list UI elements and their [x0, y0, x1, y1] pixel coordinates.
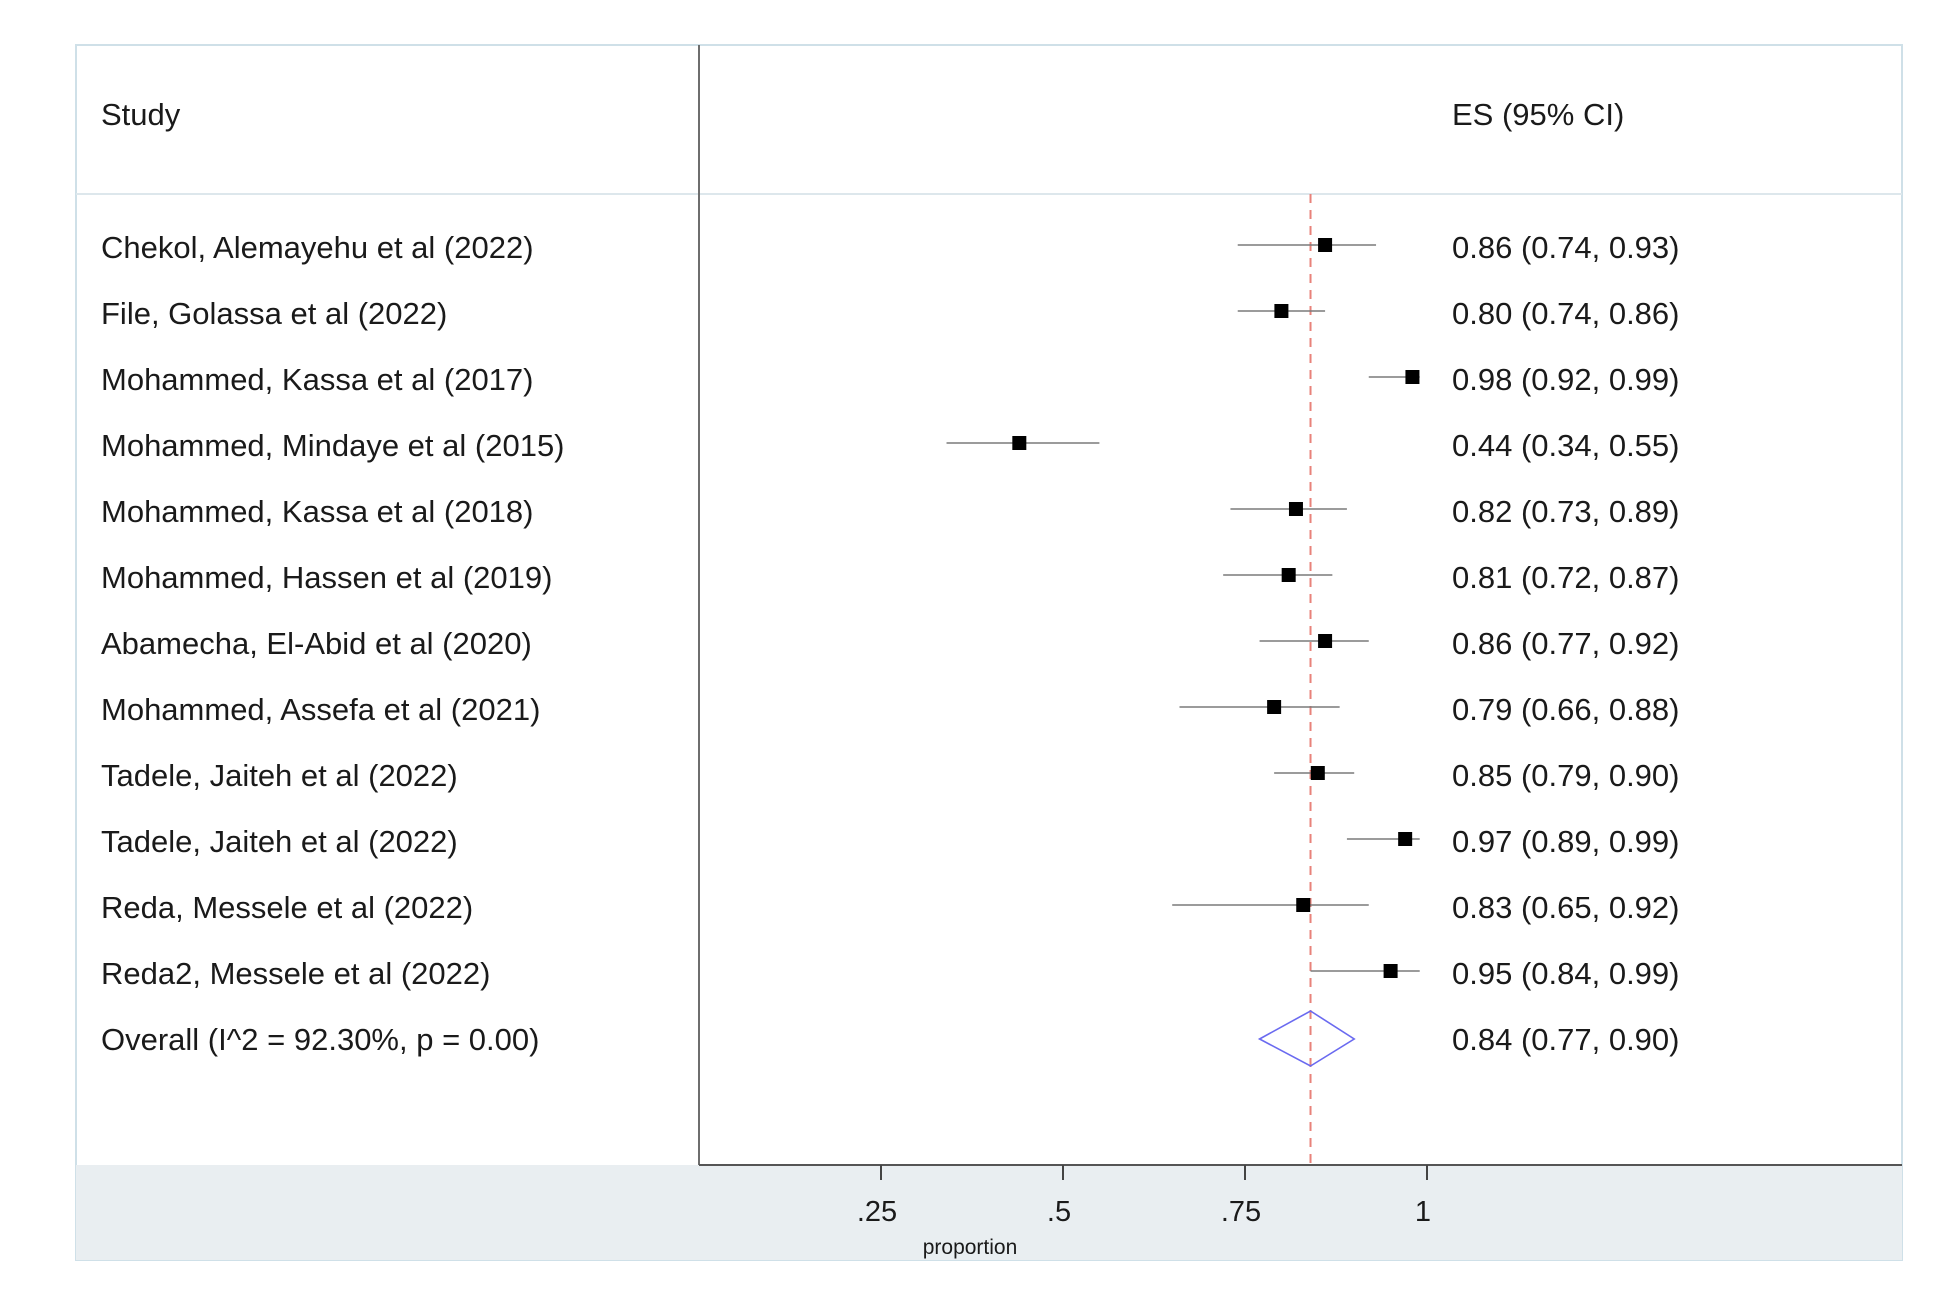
x-axis-title: proportion — [923, 1236, 1018, 1259]
point-estimate-marker — [1288, 502, 1303, 516]
effect-size-text: 0.82 (0.73, 0.89) — [1452, 494, 1680, 529]
study-row: Abamecha, El-Abid et al (2020) 0.86 (0.77… — [101, 626, 1680, 661]
study-row: Mohammed, Kassa et al (2018) 0.82 (0.73, … — [101, 494, 1680, 529]
study-label: Reda2, Messele et al (2022) — [101, 956, 490, 991]
point-estimate-marker — [1310, 766, 1325, 780]
study-row: Mohammed, Kassa et al (2017) 0.98 (0.92, … — [101, 362, 1680, 397]
effect-size-text: 0.98 (0.92, 0.99) — [1452, 362, 1680, 397]
es-column-header: ES (95% CI) — [1452, 97, 1624, 132]
study-rows-layer: Chekol, Alemayehu et al (2022) 0.86 (0.74… — [101, 230, 1680, 991]
study-row: Reda2, Messele et al (2022) 0.95 (0.84, 0… — [101, 956, 1680, 991]
study-row: Mohammed, Hassen et al (2019) 0.81 (0.72,… — [101, 560, 1680, 595]
study-label: Tadele, Jaiteh et al (2022) — [101, 758, 458, 793]
effect-size-text: 0.95 (0.84, 0.99) — [1452, 956, 1680, 991]
point-estimate-marker — [1383, 964, 1398, 978]
effect-size-text: 0.44 (0.34, 0.55) — [1452, 428, 1680, 463]
study-column-header: Study — [101, 97, 181, 132]
effect-size-text: 0.85 (0.79, 0.90) — [1452, 758, 1680, 793]
plot-panel — [75, 44, 1903, 1261]
effect-size-text: 0.79 (0.66, 0.88) — [1452, 692, 1680, 727]
point-estimate-marker — [1281, 568, 1296, 582]
study-label: Chekol, Alemayehu et al (2022) — [101, 230, 534, 265]
study-label: Mohammed, Hassen et al (2019) — [101, 560, 552, 595]
axis-panel — [76, 1165, 1902, 1260]
study-label: Mohammed, Mindaye et al (2015) — [101, 428, 565, 463]
x-axis-ticks-layer: .25 .5 .75 1 — [857, 1165, 1431, 1228]
study-row: Mohammed, Assefa et al (2021) 0.79 (0.66,… — [101, 692, 1680, 727]
point-estimate-marker — [1318, 238, 1333, 252]
study-row: Tadele, Jaiteh et al (2022) 0.85 (0.79, 0… — [101, 758, 1680, 793]
effect-size-text: 0.81 (0.72, 0.87) — [1452, 560, 1680, 595]
x-tick-label: .25 — [857, 1196, 897, 1228]
point-estimate-marker — [1274, 304, 1289, 318]
point-estimate-marker — [1296, 898, 1311, 912]
effect-size-text: 0.86 (0.74, 0.93) — [1452, 230, 1680, 265]
study-row: Mohammed, Mindaye et al (2015) 0.44 (0.34… — [101, 428, 1680, 463]
overall-effect-size-text: 0.84 (0.77, 0.90) — [1452, 1022, 1680, 1057]
overall-label: Overall (I^2 = 92.30%, p = 0.00) — [101, 1022, 539, 1057]
x-tick-label: 1 — [1415, 1196, 1431, 1228]
study-label: Mohammed, Kassa et al (2017) — [101, 362, 534, 397]
study-row: Reda, Messele et al (2022) 0.83 (0.65, 0.… — [101, 890, 1680, 925]
overall-row-layer: Overall (I^2 = 92.30%, p = 0.00) 0.84 (0.… — [101, 1010, 1680, 1067]
point-estimate-marker — [1398, 832, 1413, 846]
effect-size-text: 0.80 (0.74, 0.86) — [1452, 296, 1680, 331]
x-tick-label: .75 — [1221, 1196, 1261, 1228]
point-estimate-marker — [1405, 370, 1420, 384]
study-label: Reda, Messele et al (2022) — [101, 890, 473, 925]
effect-size-text: 0.86 (0.77, 0.92) — [1452, 626, 1680, 661]
study-row: Tadele, Jaiteh et al (2022) 0.97 (0.89, 0… — [101, 824, 1680, 859]
study-label: Abamecha, El-Abid et al (2020) — [101, 626, 532, 661]
point-estimate-marker — [1267, 700, 1282, 714]
overall-diamond — [1257, 1010, 1356, 1067]
study-label: Tadele, Jaiteh et al (2022) — [101, 824, 458, 859]
study-label: Mohammed, Assefa et al (2021) — [101, 692, 540, 727]
study-row: Chekol, Alemayehu et al (2022) 0.86 (0.74… — [101, 230, 1680, 265]
effect-size-text: 0.83 (0.65, 0.92) — [1452, 890, 1680, 925]
study-label: Mohammed, Kassa et al (2018) — [101, 494, 534, 529]
x-tick-label: .5 — [1047, 1196, 1071, 1228]
study-label: File, Golassa et al (2022) — [101, 296, 447, 331]
effect-size-text: 0.97 (0.89, 0.99) — [1452, 824, 1680, 859]
point-estimate-marker — [1318, 634, 1333, 648]
study-row: File, Golassa et al (2022) 0.80 (0.74, 0.… — [101, 296, 1680, 331]
point-estimate-marker — [1012, 436, 1027, 450]
